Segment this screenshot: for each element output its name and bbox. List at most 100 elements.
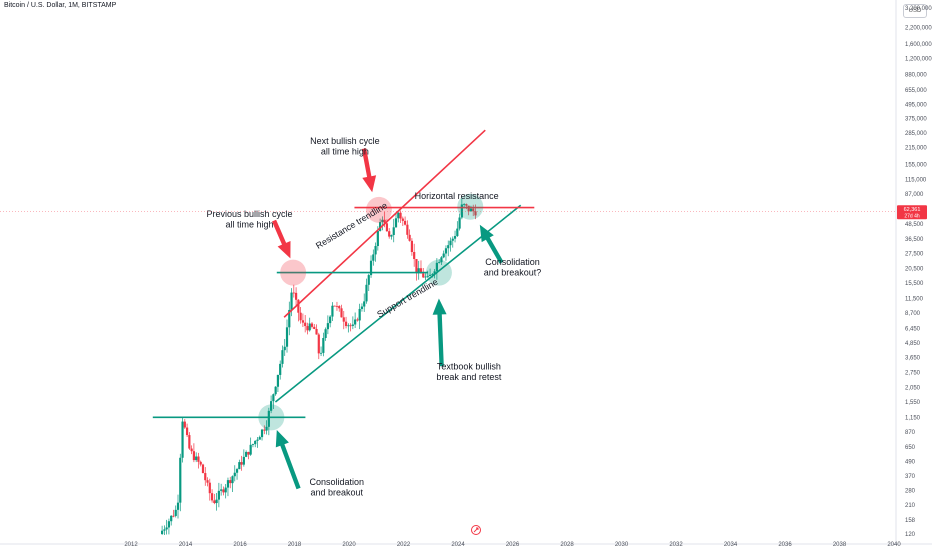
current-price-label: 62,361 [904,207,921,213]
price-axis-tick-label: 280 [905,488,916,494]
candle-body [301,320,305,323]
label-horizontal-resistance[interactable]: Horizontal resistance [415,191,499,201]
circle-2023-retest[interactable] [425,259,452,286]
price-axis-tick-label: 1,200,000 [905,57,932,63]
candle-body [403,220,407,225]
annotation-line: Textbook bullish [437,362,501,372]
candle-body [472,208,475,212]
price-axis-tick-label: 655,000 [905,88,927,94]
support-trendline[interactable] [274,204,522,403]
arrows-layer[interactable] [272,148,504,490]
candle-body [304,322,307,327]
arrow-previous-ath[interactable] [272,219,291,259]
candle-body [424,276,427,278]
label-consolidation-breakout-q[interactable]: Consolidation and breakout? [484,257,542,278]
circle-2021-ath[interactable] [365,196,392,223]
candle-body [413,251,416,260]
annotations-layer[interactable]: Next bullish cycle all time high Previous … [207,136,542,498]
time-axis-tick-label: 2016 [233,542,247,548]
price-axis[interactable]: 3,200,000 2,200,000 1,600,000 1,200,000 880,… [905,6,932,538]
annotation-line: Consolidation [309,477,364,487]
time-axis-tick-label: 2032 [669,542,683,548]
arrow-consolidation-2024[interactable] [479,224,504,264]
resistance-trendline[interactable] [283,129,486,318]
candle-body [240,462,243,465]
price-axis-tick-label: 215,000 [905,145,927,151]
candle-body [290,292,293,310]
arrow-textbook-retest[interactable] [432,298,447,367]
candle-body [176,502,180,510]
candle-body [401,218,404,221]
label-next-bullish-cycle[interactable]: Next bullish cycle all time high [310,136,380,157]
candle-body [333,305,336,307]
candle-body [465,204,468,206]
candle-body [408,234,411,241]
logo-icon [471,525,481,535]
circle-2024-high[interactable] [457,193,484,220]
label-previous-bullish-cycle[interactable]: Previous bullish cycle all time high [207,209,293,230]
price-axis-tick-label: 650 [905,445,916,451]
price-axis-tick-label: 2,200,000 [905,25,932,31]
candle-body [438,262,441,264]
price-axis-tick-label: 8,700 [905,311,921,317]
arrow-consolidation-2017[interactable] [275,430,301,490]
price-axis-tick-label: 880,000 [905,73,927,79]
label-textbook-bullish[interactable]: Textbook bullish break and retest [436,362,502,383]
candle-body [195,456,198,461]
circle-2017-breakout[interactable] [258,404,285,431]
annotation-line: all time high [321,146,369,156]
price-axis-tick-label: 1,150 [905,415,921,421]
candle-body [315,328,318,335]
label-consolidation-breakout[interactable]: Consolidation and breakout [309,477,364,498]
candle-body [265,426,268,431]
candle-body [292,292,295,294]
arrow-next-ath[interactable] [361,148,377,193]
candle-body [376,230,379,247]
candle-body [251,444,255,445]
price-axis-tick-label: 87,000 [905,192,924,198]
candle-body [322,337,325,353]
candle-body [349,325,352,327]
price-axis-tick-label: 36,500 [905,237,924,243]
candle-body [204,473,207,481]
candle-body [433,271,436,275]
candle-body [258,437,261,440]
candle-body [460,204,463,218]
price-axis-tick-label: 48,500 [905,222,924,228]
label-support-trendline[interactable]: Support trendline [375,277,439,320]
candle-body [215,499,218,504]
candle-body [281,350,284,364]
candle-body [247,451,250,455]
time-axis-tick-label: 2034 [724,542,738,548]
time-axis[interactable]: 2012 2014 2016 2018 2020 2022 2024 2026 2028 2030… [124,542,901,548]
candle-body [385,223,389,232]
candle-body [299,312,302,321]
price-axis-tick-label: 6,450 [905,326,921,332]
candle-body [199,461,202,465]
candle-body [431,274,434,275]
price-axis-tick-label: 375,000 [905,117,927,123]
annotation-line: and breakout? [484,268,542,278]
current-price-badge [897,205,927,220]
candle-body [274,386,277,395]
price-axis-tick-label: 210 [905,503,916,509]
highlight-circles-layer[interactable] [258,193,484,431]
candle-body [272,394,275,402]
candle-body [294,292,298,300]
circle-2017-ath[interactable] [280,259,307,286]
candle-body [335,305,339,307]
candle-body [331,305,334,317]
candle-body [183,421,186,428]
candle-body [453,236,457,239]
drawings-layer[interactable] [152,129,535,419]
candle-body [319,352,323,354]
candle-body [263,429,266,431]
candle-body [213,500,216,504]
annotation-line: Previous bullish cycle [207,209,293,219]
candle-body [310,323,314,327]
candle-body [224,487,227,493]
price-axis-tick-label: 495,000 [905,102,927,108]
currency-button[interactable]: USD [903,4,927,18]
candle-body [324,329,327,338]
